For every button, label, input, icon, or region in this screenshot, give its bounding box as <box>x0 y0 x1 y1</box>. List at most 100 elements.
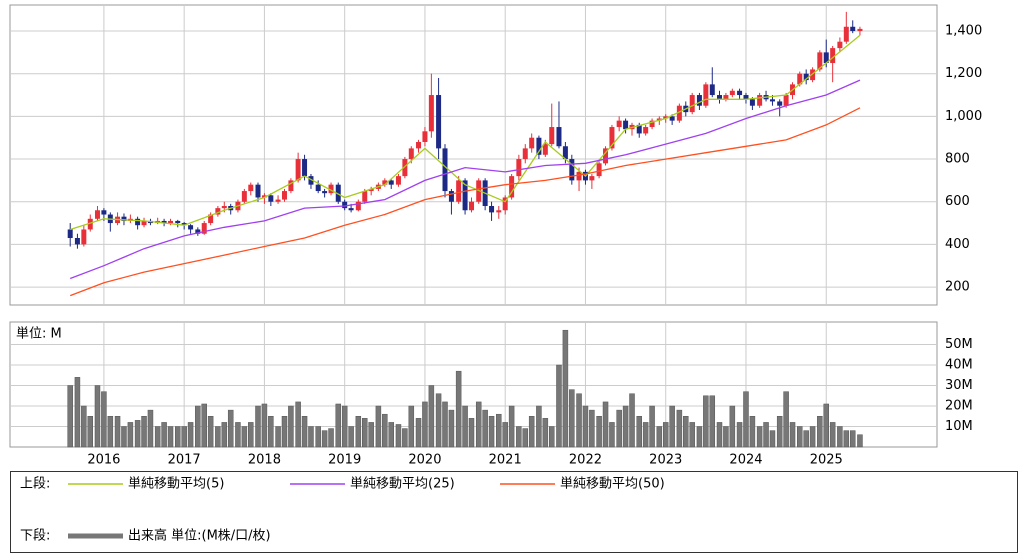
volume-bar <box>536 405 542 448</box>
candle-body <box>837 41 843 49</box>
volume-bar <box>442 401 448 448</box>
candle-body <box>161 220 167 224</box>
volume-bar <box>288 405 294 448</box>
y-tick-label: 1,400 <box>945 24 982 39</box>
candle-body <box>649 120 655 128</box>
candle-body <box>757 95 763 106</box>
volume-bar <box>763 422 769 448</box>
volume-bar <box>616 409 622 448</box>
volume-bar <box>328 428 334 448</box>
x-tick-label: 2024 <box>729 453 762 468</box>
candle-body <box>221 205 227 209</box>
volume-bar <box>482 409 488 448</box>
volume-bar <box>502 422 508 448</box>
volume-bar <box>227 409 234 448</box>
volume-bar <box>255 405 261 448</box>
candle-body <box>623 120 629 130</box>
candle-body <box>288 180 294 192</box>
candle-body <box>408 148 414 160</box>
volume-bar <box>823 403 829 448</box>
candle-body <box>549 127 555 145</box>
candle-body <box>168 220 174 224</box>
volume-bar <box>797 426 803 448</box>
volume-bar <box>629 393 635 448</box>
volume-bar <box>689 422 695 448</box>
candle-body <box>101 210 107 215</box>
x-tick-label: 2022 <box>569 453 602 468</box>
x-tick-label: 2016 <box>87 453 120 468</box>
volume-bar <box>769 430 776 448</box>
volume-bar <box>729 405 736 448</box>
volume-bar <box>141 416 147 448</box>
candle-body <box>121 216 127 221</box>
volume-bar <box>87 416 94 448</box>
volume-bar <box>187 422 194 448</box>
candle-body <box>803 73 809 81</box>
candle-body <box>87 218 93 230</box>
volume-bar <box>496 413 502 448</box>
candle-body <box>428 95 434 132</box>
candle-body <box>797 73 803 85</box>
volume-bar <box>622 405 629 448</box>
volume-bar <box>516 426 522 448</box>
candle-body <box>342 201 348 209</box>
candle-body <box>743 95 749 100</box>
volume-bar <box>455 370 462 448</box>
volume-bar <box>308 426 314 448</box>
volume-bar <box>636 416 642 448</box>
candle-body <box>261 195 267 198</box>
candle-body <box>843 26 849 42</box>
volume-bar <box>556 364 562 448</box>
volume-bar <box>783 391 789 448</box>
volume-bar <box>207 416 214 448</box>
volume-bar <box>857 434 863 448</box>
candle-body <box>850 26 856 32</box>
volume-bar <box>809 426 816 448</box>
volume-bar <box>181 426 187 448</box>
volume-bar <box>676 409 683 448</box>
candle-body <box>777 101 783 106</box>
volume-bar <box>248 422 254 448</box>
x-tick-label: 2023 <box>649 453 682 468</box>
legend-upper-label: 上段: <box>20 477 50 492</box>
volume-bar <box>127 422 134 448</box>
candle-body <box>489 205 495 213</box>
volume-bar <box>462 405 468 448</box>
candle-body <box>703 84 709 106</box>
volume-bar <box>94 385 101 448</box>
y-tick-label: 10M <box>945 419 973 434</box>
volume-bar <box>576 393 582 448</box>
candle-body <box>542 144 548 155</box>
candle-body <box>275 199 281 202</box>
candle-body <box>335 184 341 202</box>
candle-body <box>135 218 141 226</box>
volume-bar <box>736 422 743 448</box>
volume-bar <box>261 403 268 448</box>
volume-bar <box>428 385 435 448</box>
volume-bar <box>275 426 281 448</box>
candle-body <box>689 95 695 113</box>
y-tick-label: 400 <box>945 237 970 252</box>
candle-body <box>382 180 388 185</box>
volume-bar <box>74 377 81 448</box>
candle-body <box>295 159 301 181</box>
candle-body <box>729 90 735 96</box>
volume-bar <box>215 426 221 448</box>
volume-bar <box>448 409 455 448</box>
volume-bar <box>134 420 141 448</box>
volume-bar <box>662 422 669 448</box>
volume-bar <box>843 430 850 448</box>
candle-body <box>576 171 582 181</box>
volume-bar <box>837 426 843 448</box>
candle-body <box>448 191 454 202</box>
y-tick-label: 50M <box>945 337 973 352</box>
x-tick-label: 2021 <box>489 453 522 468</box>
candle-body <box>308 176 314 185</box>
candle-body <box>709 84 715 96</box>
y-tick-label: 40M <box>945 358 973 373</box>
volume-bar <box>756 426 763 448</box>
candle-body <box>830 48 836 64</box>
volume-bar <box>683 416 689 448</box>
x-tick-label: 2025 <box>810 453 843 468</box>
